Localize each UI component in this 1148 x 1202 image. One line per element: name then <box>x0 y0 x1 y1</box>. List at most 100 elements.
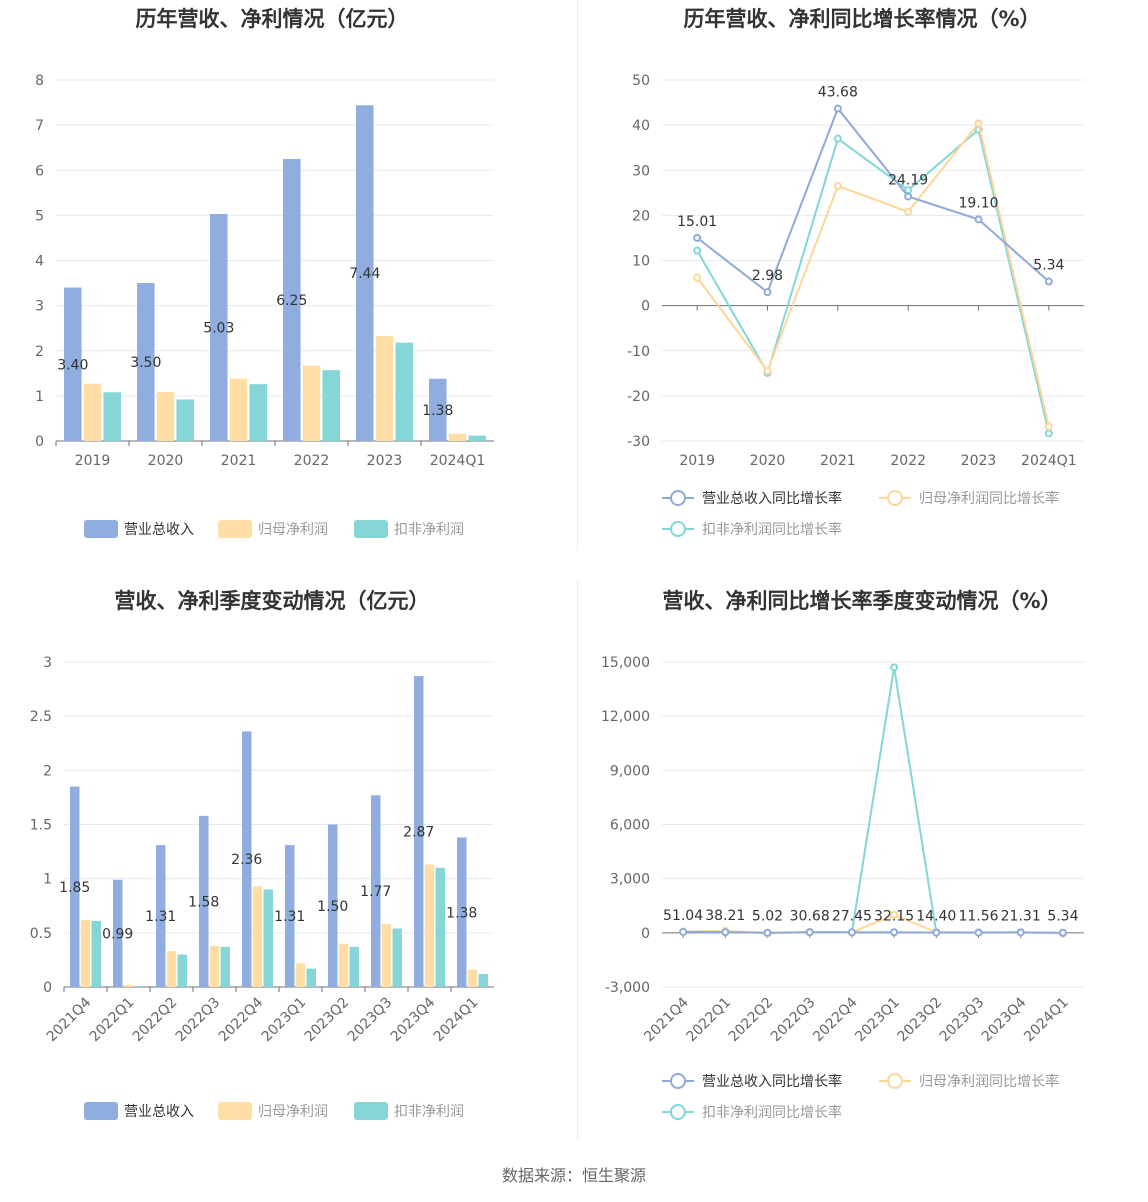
x-tick-label: 2021 <box>820 453 856 469</box>
legend-label: 归母净利润 <box>258 1103 328 1120</box>
x-tick-label: 2023Q4 <box>388 994 439 1045</box>
bar-deducted-profit <box>134 985 144 987</box>
panel-divider-bottom <box>577 580 578 1140</box>
bar-revenue <box>137 283 155 441</box>
x-tick-label: 2021Q4 <box>641 994 692 1045</box>
legend-marker <box>670 490 686 506</box>
bar-revenue <box>64 287 82 441</box>
series-line-deducted-profit <box>696 127 1050 434</box>
bar-value-label: 1.85 <box>59 880 90 896</box>
x-tick-label: 2020 <box>750 453 786 469</box>
x-tick-label: 2022Q1 <box>87 995 138 1046</box>
bar-value-label: 1.31 <box>145 909 176 925</box>
x-tick-label: 2022Q2 <box>726 995 777 1046</box>
bar-value-label: 1.58 <box>188 894 219 910</box>
x-tick-label: 2023Q3 <box>345 995 396 1046</box>
y-tick-label: 0 <box>641 926 650 942</box>
bar-revenue <box>113 879 123 987</box>
data-point <box>721 928 730 937</box>
data-point <box>974 119 983 128</box>
bar-value-label: 0.99 <box>102 926 133 942</box>
bar-revenue <box>156 845 166 987</box>
chart-quarterly-growth: 营收、净利同比增长率季度变动情况（%） -3,000 0 3,000 6,000 9,00… <box>574 580 1148 1140</box>
line-value-label: 24.19 <box>888 172 928 188</box>
data-point <box>1016 928 1025 937</box>
bar-revenue <box>328 824 338 987</box>
data-point <box>693 273 702 282</box>
bar-value-label: 3.50 <box>130 355 161 371</box>
x-tick-label: 2023Q1 <box>852 995 903 1046</box>
x-tick-label: 2022Q3 <box>173 995 224 1046</box>
bar-parent-profit <box>229 378 248 441</box>
y-tick-label: 40 <box>632 118 650 134</box>
y-tick-label: 5 <box>35 208 44 224</box>
bar-value-label: 5.03 <box>203 321 234 337</box>
x-tick-label: 2022Q4 <box>216 994 267 1045</box>
data-point <box>679 927 688 936</box>
line-value-label: 27.45 <box>832 908 872 924</box>
y-tick-label: 4 <box>35 254 44 270</box>
bar-value-label: 1.38 <box>422 403 453 419</box>
x-tick-label: 2023Q2 <box>895 995 946 1046</box>
line-value-label: 38.21 <box>705 908 745 924</box>
data-point <box>693 233 702 242</box>
legend-label: 归母净利润同比增长率 <box>919 490 1059 507</box>
y-tick-label: -3,000 <box>605 980 650 996</box>
y-tick-label: 2 <box>43 763 52 779</box>
bar-value-label: 2.36 <box>231 852 262 868</box>
data-point <box>833 134 842 143</box>
chart-title: 营收、净利同比增长率季度变动情况（%） <box>662 589 1061 613</box>
bar-value-label: 1.77 <box>360 884 391 900</box>
bar-parent-profit <box>302 365 321 441</box>
bar-deducted-profit <box>478 974 488 987</box>
y-tick-label: 1 <box>35 389 44 405</box>
data-point <box>763 928 772 937</box>
data-point <box>932 928 941 937</box>
bar-parent-profit <box>80 919 91 987</box>
legend-label: 营业总收入 <box>124 1104 194 1120</box>
line-value-label: 43.68 <box>818 85 858 101</box>
y-tick-label: 0.5 <box>30 926 52 942</box>
data-point <box>890 910 899 919</box>
y-tick-label: 3 <box>35 299 44 315</box>
chart-quarterly-amount: 营收、净利季度变动情况（亿元） 0 0.5 1 1.5 2 2.5 3 2021Q4 2022Q1… <box>0 580 574 1140</box>
data-point <box>974 215 983 224</box>
data-point <box>763 367 772 376</box>
x-tick-label: 2021 <box>221 453 257 469</box>
y-tick-label: 30 <box>632 163 650 179</box>
chart-quarterly-amount-svg: 营收、净利季度变动情况（亿元） 0 0.5 1 1.5 2 2.5 3 2021Q42022Q1… <box>30 589 494 1120</box>
line-value-label: 14.40 <box>916 909 956 925</box>
bar-deducted-profit <box>392 928 402 987</box>
bar-value-label: 1.38 <box>446 905 477 921</box>
bar-value-label: 7.44 <box>349 266 380 282</box>
x-tick-label: 2023Q4 <box>979 994 1030 1045</box>
bar-revenue <box>70 786 80 987</box>
line-value-label: 5.02 <box>752 909 783 925</box>
bar-deducted-profit <box>349 946 359 987</box>
chart-title: 历年营收、净利情况（亿元） <box>136 7 409 31</box>
bar-parent-profit <box>381 924 392 987</box>
panel-divider-top <box>577 0 578 550</box>
x-tick-label: 2020 <box>148 453 184 469</box>
data-point <box>890 663 899 672</box>
data-point <box>833 104 842 113</box>
legend-swatch <box>218 520 252 538</box>
x-tick-label: 2022 <box>890 453 926 469</box>
bar-parent-profit <box>295 963 306 987</box>
x-tick-label: 2022Q1 <box>684 995 735 1046</box>
bar-deducted-profit <box>263 889 273 987</box>
legend-marker <box>670 1104 686 1120</box>
x-tick-label: 2021Q4 <box>44 994 95 1045</box>
chart-title: 营收、净利季度变动情况（亿元） <box>115 589 430 613</box>
y-tick-label: 15,000 <box>601 655 650 671</box>
x-tick-label: 2024Q1 <box>1021 995 1072 1046</box>
data-point <box>693 246 702 255</box>
legend-swatch <box>84 520 118 538</box>
y-tick-label: 12,000 <box>601 709 650 725</box>
legend-swatch <box>218 1102 252 1120</box>
bar-parent-profit <box>424 864 435 987</box>
legend-label: 扣非净利润 <box>394 522 464 538</box>
y-tick-label: 2 <box>35 344 44 360</box>
data-point <box>763 288 772 297</box>
chart-title: 历年营收、净利同比增长率情况（%） <box>683 7 1040 31</box>
